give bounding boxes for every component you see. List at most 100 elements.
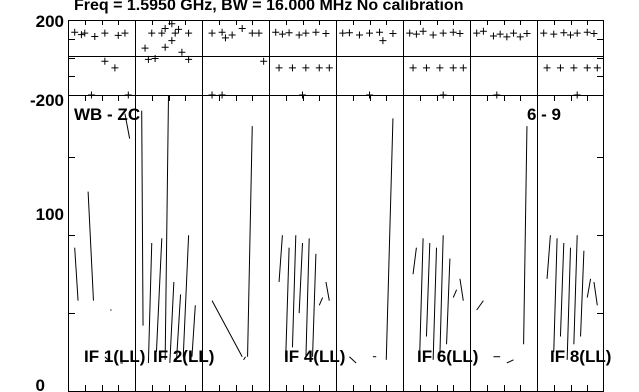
phase-point [389, 30, 397, 37]
amplitude-segment [452, 289, 458, 298]
phase-point [429, 31, 437, 39]
phase-point [185, 29, 193, 37]
phase-point [339, 29, 347, 37]
phase-point [493, 91, 501, 99]
phase-point [208, 91, 216, 99]
phase-point [459, 64, 467, 72]
phase-point [275, 64, 283, 72]
baseline-label: WB - ZC [74, 105, 140, 124]
amplitude-segment [211, 300, 243, 357]
phase-point [315, 64, 323, 72]
amplitude-segment [305, 238, 310, 360]
phase-point [148, 29, 156, 37]
amplitude-segment [432, 247, 437, 360]
phase-point [516, 33, 524, 41]
phase-point [238, 24, 246, 32]
amplitude-segment [446, 258, 451, 345]
amplitude-segment [580, 250, 585, 337]
phase-point [101, 57, 109, 65]
phase-point [302, 64, 310, 72]
phase-point [422, 64, 430, 72]
phase-point [175, 25, 183, 33]
amplitude-segment [566, 247, 571, 360]
amplitude-segment [385, 118, 394, 360]
amplitude-segment [191, 305, 196, 357]
phase-point [409, 64, 417, 72]
amplitude-segment [419, 238, 424, 353]
phase-point [114, 31, 122, 39]
phase-point [583, 28, 591, 36]
axis-ticks [68, 20, 604, 391]
phase-point [101, 29, 109, 37]
phase-point [208, 29, 216, 37]
amplitude-segment [586, 278, 592, 298]
amplitude-segment [476, 300, 484, 311]
phase-point [590, 30, 598, 37]
amplitude-segment [506, 359, 514, 364]
phase-point [312, 28, 320, 36]
phase-point [255, 29, 263, 37]
phase-point [302, 29, 310, 37]
amplitude-segment [147, 242, 153, 363]
phase-point [185, 55, 193, 63]
phase-point [77, 31, 85, 39]
phase-point [285, 29, 293, 37]
phase-point [299, 91, 306, 99]
amplitude-segment [182, 235, 190, 357]
amplitude-segment [559, 242, 565, 337]
chart-title: Freq = 1.5950 GHz, BW = 16.000 MHz No ca… [74, 0, 463, 14]
phase-ytick-bottom: -200 [30, 91, 64, 110]
phase-point [439, 29, 447, 37]
amplitude-segment [291, 235, 297, 348]
phase-point [272, 28, 280, 36]
phase-point [121, 29, 129, 37]
amplitude-segment [124, 113, 131, 139]
amplitude-segment [74, 247, 79, 301]
phase-point [439, 91, 447, 99]
phase-point [278, 30, 286, 38]
amplitude-segment [439, 235, 444, 357]
phase-point [168, 37, 176, 45]
if-label-1: IF 1(LL) [84, 347, 145, 366]
phase-point [503, 33, 511, 41]
phase-point [406, 29, 414, 37]
phase-point [158, 29, 166, 37]
amplitude-segment [104, 356, 109, 361]
phase-point [218, 91, 226, 99]
amplitude-segment [141, 110, 144, 326]
phase-point [436, 64, 444, 72]
phase-point [81, 29, 89, 37]
amplitude-segment [349, 356, 357, 364]
phase-point [144, 55, 152, 63]
amplitude-segment [298, 242, 303, 314]
phase-point [540, 29, 548, 37]
phase-point [322, 30, 330, 37]
phase-ytick-top: 200 [36, 12, 64, 31]
amplitude-segment [553, 238, 558, 353]
amplitude-segment [87, 191, 94, 301]
antenna-pair-label: 6 - 9 [527, 105, 561, 124]
if-label-2: IF 2(LL) [153, 347, 214, 366]
phase-point [560, 29, 568, 37]
phase-point [260, 57, 268, 65]
phase-point [325, 64, 333, 72]
amplitude-segment [318, 297, 324, 306]
phase-point [573, 29, 581, 37]
phase-point [510, 29, 518, 37]
phase-point [379, 37, 387, 45]
phase-point [355, 31, 363, 39]
phase-point [111, 64, 119, 72]
amplitude-segment [278, 235, 283, 282]
phase-point [449, 28, 457, 36]
phase-point [456, 30, 464, 37]
phase-point [161, 43, 169, 51]
phase-point [496, 30, 504, 38]
phase-point [593, 64, 601, 72]
channel-dividers [135, 20, 538, 391]
if-label-4: IF 4(LL) [284, 347, 345, 366]
phase-point [366, 29, 373, 37]
phase-point [178, 48, 186, 56]
if-label-8: IF 8(LL) [550, 347, 611, 366]
phase-point [583, 64, 591, 72]
